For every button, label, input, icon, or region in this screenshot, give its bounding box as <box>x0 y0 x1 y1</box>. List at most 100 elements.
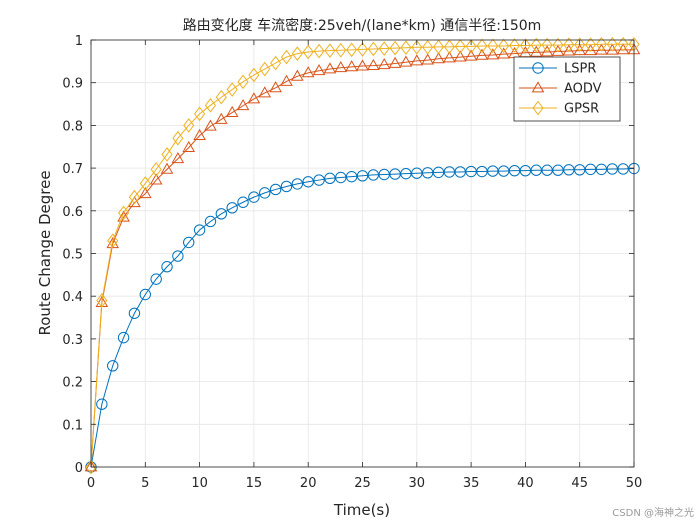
data-point-lspr <box>259 187 271 199</box>
data-point-aodv <box>193 128 206 141</box>
data-point-gpsr <box>139 176 151 191</box>
y-tick-label: 0.3 <box>62 333 83 348</box>
data-point-gpsr <box>530 37 542 53</box>
data-point-gpsr <box>498 38 510 54</box>
x-tick-label: 30 <box>409 476 426 491</box>
data-point-aodv <box>280 74 293 86</box>
data-point-aodv <box>595 43 608 55</box>
data-point-lspr <box>150 273 162 285</box>
y-tick-label: 0.8 <box>62 119 83 134</box>
x-tick-label: 20 <box>300 476 317 491</box>
data-point-lspr <box>313 174 325 186</box>
data-point-aodv <box>388 56 402 68</box>
data-point-gpsr <box>595 36 607 52</box>
data-point-aodv <box>421 53 434 65</box>
data-point-lspr <box>128 307 141 319</box>
data-point-aodv <box>323 62 337 74</box>
data-point-aodv <box>204 119 217 131</box>
data-point-aodv <box>497 47 510 59</box>
y-tick-label: 0.9 <box>62 77 83 92</box>
data-point-gpsr <box>346 42 358 58</box>
data-point-aodv <box>345 60 358 72</box>
legend-marker <box>532 62 544 74</box>
data-point-aodv <box>301 66 315 78</box>
legend-label: LSPR <box>564 62 596 77</box>
data-point-gpsr <box>291 46 303 61</box>
data-point-lspr <box>183 236 195 249</box>
data-point-aodv <box>529 45 543 57</box>
data-point-aodv <box>247 92 261 104</box>
data-point-aodv <box>236 99 250 111</box>
data-point-aodv <box>410 54 424 66</box>
data-point-lspr <box>291 178 304 190</box>
y-tick-label: 0.6 <box>62 205 83 220</box>
series-line-gpsr <box>90 43 634 468</box>
y-axis-label: Route Change Degree <box>36 170 54 335</box>
data-point-lspr <box>345 170 358 183</box>
data-point-aodv <box>616 43 630 55</box>
data-point-aodv <box>84 460 98 472</box>
data-point-lspr <box>193 224 206 236</box>
y-tick-label: 0.1 <box>62 418 83 433</box>
data-point-gpsr <box>150 162 162 177</box>
x-tick-label: 0 <box>87 476 95 491</box>
data-point-gpsr <box>85 459 97 475</box>
data-point-aodv <box>149 173 163 185</box>
data-point-aodv <box>562 44 576 56</box>
data-point-aodv <box>605 43 619 55</box>
data-point-gpsr <box>313 43 325 59</box>
data-point-gpsr <box>574 37 586 53</box>
data-point-lspr <box>107 360 119 372</box>
data-point-gpsr <box>324 43 336 59</box>
data-point-gpsr <box>378 41 390 56</box>
series-gpsr <box>85 36 640 475</box>
legend-marker <box>531 81 545 93</box>
data-point-gpsr <box>270 55 282 71</box>
data-point-aodv <box>160 162 174 174</box>
x-tick-label: 25 <box>354 476 371 491</box>
data-point-lspr <box>172 250 184 262</box>
x-tick-label: 15 <box>246 476 263 491</box>
data-point-gpsr <box>454 39 466 54</box>
data-point-gpsr <box>389 40 401 56</box>
x-axis-label: Time(s) <box>333 501 390 519</box>
data-point-gpsr <box>400 40 412 56</box>
data-point-gpsr <box>118 205 130 221</box>
x-tick-label: 35 <box>463 476 480 491</box>
data-point-gpsr <box>422 39 434 55</box>
data-point-aodv <box>399 55 413 67</box>
data-point-gpsr <box>280 49 293 65</box>
data-point-lspr <box>324 172 336 185</box>
data-point-aodv <box>584 43 597 56</box>
data-point-aodv <box>291 69 304 81</box>
data-point-lspr <box>161 261 173 273</box>
data-point-aodv <box>258 86 272 98</box>
y-tick-label: 0.2 <box>62 376 83 391</box>
x-tick-label: 45 <box>571 476 588 491</box>
data-point-gpsr <box>552 37 564 53</box>
data-point-aodv <box>486 48 500 60</box>
data-point-aodv <box>138 186 152 199</box>
data-point-gpsr <box>172 130 184 146</box>
data-point-gpsr <box>194 106 206 122</box>
data-point-gpsr <box>411 39 423 55</box>
data-point-gpsr <box>487 38 499 54</box>
data-point-aodv <box>182 140 196 153</box>
data-point-gpsr <box>128 189 141 205</box>
watermark: CSDN @海神之光 <box>612 508 694 519</box>
data-point-aodv <box>453 50 467 62</box>
data-point-lspr <box>248 191 260 203</box>
data-point-lspr <box>204 215 217 228</box>
legend: LSPR AODV GPSR <box>513 56 621 122</box>
axis-ticks <box>90 39 635 468</box>
data-point-lspr <box>356 170 369 182</box>
data-point-lspr <box>280 180 293 193</box>
data-point-gpsr <box>519 38 531 53</box>
data-point-aodv <box>312 64 326 76</box>
data-point-aodv <box>443 51 456 63</box>
data-point-gpsr <box>226 82 238 97</box>
data-point-gpsr <box>606 36 618 52</box>
data-point-gpsr <box>215 89 227 105</box>
data-point-aodv <box>432 52 445 64</box>
